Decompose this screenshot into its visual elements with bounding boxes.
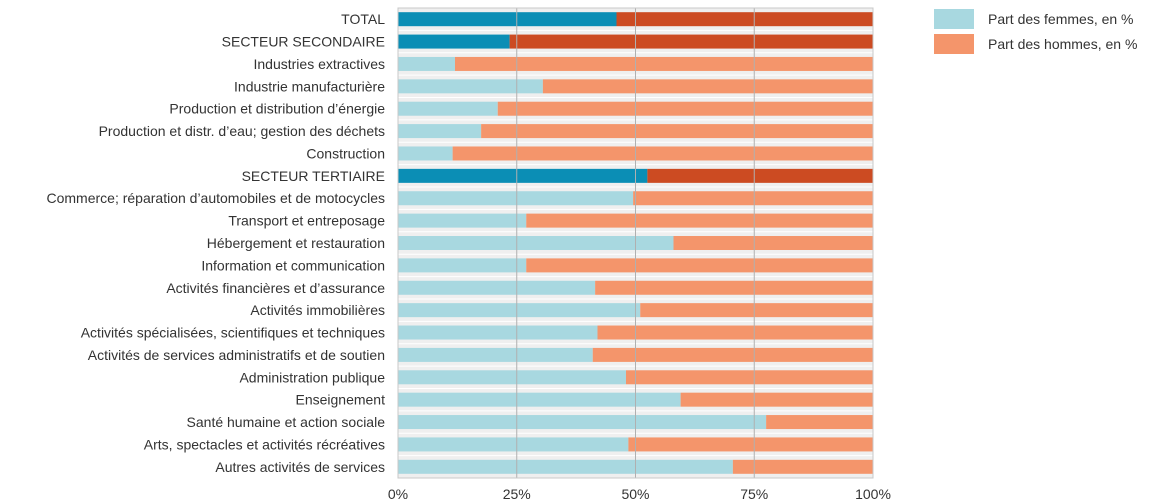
- bar-segment-hommes: [481, 124, 873, 139]
- legend-swatch-femmes: [934, 9, 974, 29]
- bar-segment-hommes: [526, 213, 873, 228]
- bar-segment-femmes: [398, 213, 527, 228]
- category-label: Production et distr. d’eau; gestion des …: [99, 123, 385, 139]
- bar-segment-hommes: [455, 56, 873, 71]
- bar-segment-hommes: [592, 347, 873, 362]
- bar-segment-femmes: [398, 236, 674, 250]
- bar-segment-femmes: [398, 392, 681, 407]
- bar-segment-femmes: [398, 325, 598, 340]
- category-label: Autres activités de services: [215, 459, 385, 475]
- bar-segment-hommes: [616, 12, 873, 27]
- bar-segment-hommes: [595, 280, 873, 295]
- category-label: Hébergement et restauration: [207, 235, 385, 251]
- bar-segment-femmes: [398, 34, 510, 49]
- chart-legend: Part des femmes, en % Part des hommes, e…: [934, 8, 1137, 58]
- x-tick-label: 50%: [621, 486, 649, 502]
- legend-item-femmes: Part des femmes, en %: [934, 8, 1137, 30]
- bar-segment-hommes: [628, 437, 873, 452]
- category-label: Administration publique: [239, 369, 385, 385]
- legend-label-femmes: Part des femmes, en %: [988, 11, 1134, 27]
- bar-segment-hommes: [640, 303, 873, 318]
- x-tick-label: 25%: [503, 486, 531, 502]
- x-tick-label: 100%: [855, 486, 891, 502]
- category-label: Activités immobilières: [250, 302, 385, 318]
- category-label: Activités de services administratifs et …: [88, 347, 385, 363]
- plot-frame: [397, 7, 874, 479]
- bar-segment-hommes: [633, 191, 873, 206]
- bar-segment-femmes: [398, 12, 617, 27]
- bar-segment-hommes: [626, 370, 873, 385]
- category-label: Production et distribution d’énergie: [169, 101, 385, 117]
- bar-segment-hommes: [647, 168, 873, 183]
- bar-segment-hommes: [542, 79, 873, 94]
- x-tick-label: 0%: [388, 486, 408, 502]
- bar-segment-femmes: [398, 437, 629, 452]
- bar-segment-hommes: [680, 392, 873, 407]
- legend-label-hommes: Part des hommes, en %: [988, 36, 1138, 52]
- bar-segment-femmes: [398, 79, 543, 94]
- category-label: Commerce; réparation d’automobiles et de…: [47, 190, 386, 206]
- category-label: Enseignement: [295, 392, 385, 408]
- category-label: Activités financières et d’assurance: [166, 280, 385, 296]
- legend-item-hommes: Part des hommes, en %: [934, 33, 1137, 55]
- bar-segment-femmes: [398, 101, 498, 116]
- bar-segment-hommes: [673, 236, 873, 250]
- bar-segment-hommes: [732, 459, 873, 474]
- bar-segment-femmes: [398, 146, 453, 161]
- category-label: Information et communication: [201, 257, 385, 273]
- bar-segment-hommes: [526, 258, 873, 273]
- bar-segment-femmes: [398, 415, 767, 430]
- category-label: Industrie manufacturière: [234, 78, 385, 94]
- category-label: Santé humaine et action sociale: [187, 414, 386, 430]
- bar-segment-hommes: [597, 325, 873, 340]
- category-label: Arts, spectacles et activités récréative…: [144, 436, 385, 452]
- bar-segment-hommes: [452, 146, 873, 161]
- bar-segment-hommes: [509, 34, 873, 49]
- bar-segment-femmes: [398, 56, 455, 71]
- category-label: Activités spécialisées, scientifiques et…: [81, 325, 385, 341]
- category-label: SECTEUR SECONDAIRE: [222, 34, 385, 50]
- bar-segment-femmes: [398, 280, 596, 295]
- bar-segment-femmes: [398, 370, 626, 385]
- category-label: Industries extractives: [254, 56, 386, 72]
- bar-segment-femmes: [398, 303, 641, 318]
- category-label: Construction: [306, 145, 385, 161]
- legend-swatch-hommes: [934, 34, 974, 54]
- bar-segment-femmes: [398, 459, 733, 474]
- bar-segment-femmes: [398, 191, 634, 206]
- bar-segment-femmes: [398, 347, 593, 362]
- bar-segment-hommes: [766, 415, 873, 430]
- bar-segment-hommes: [497, 101, 873, 116]
- bar-segment-femmes: [398, 258, 527, 273]
- category-label: Transport et entreposage: [228, 213, 385, 229]
- x-tick-label: 75%: [740, 486, 768, 502]
- category-label: SECTEUR TERTIAIRE: [242, 168, 385, 184]
- category-label: TOTAL: [341, 11, 385, 27]
- bar-segment-femmes: [398, 168, 648, 183]
- bar-segment-femmes: [398, 124, 482, 139]
